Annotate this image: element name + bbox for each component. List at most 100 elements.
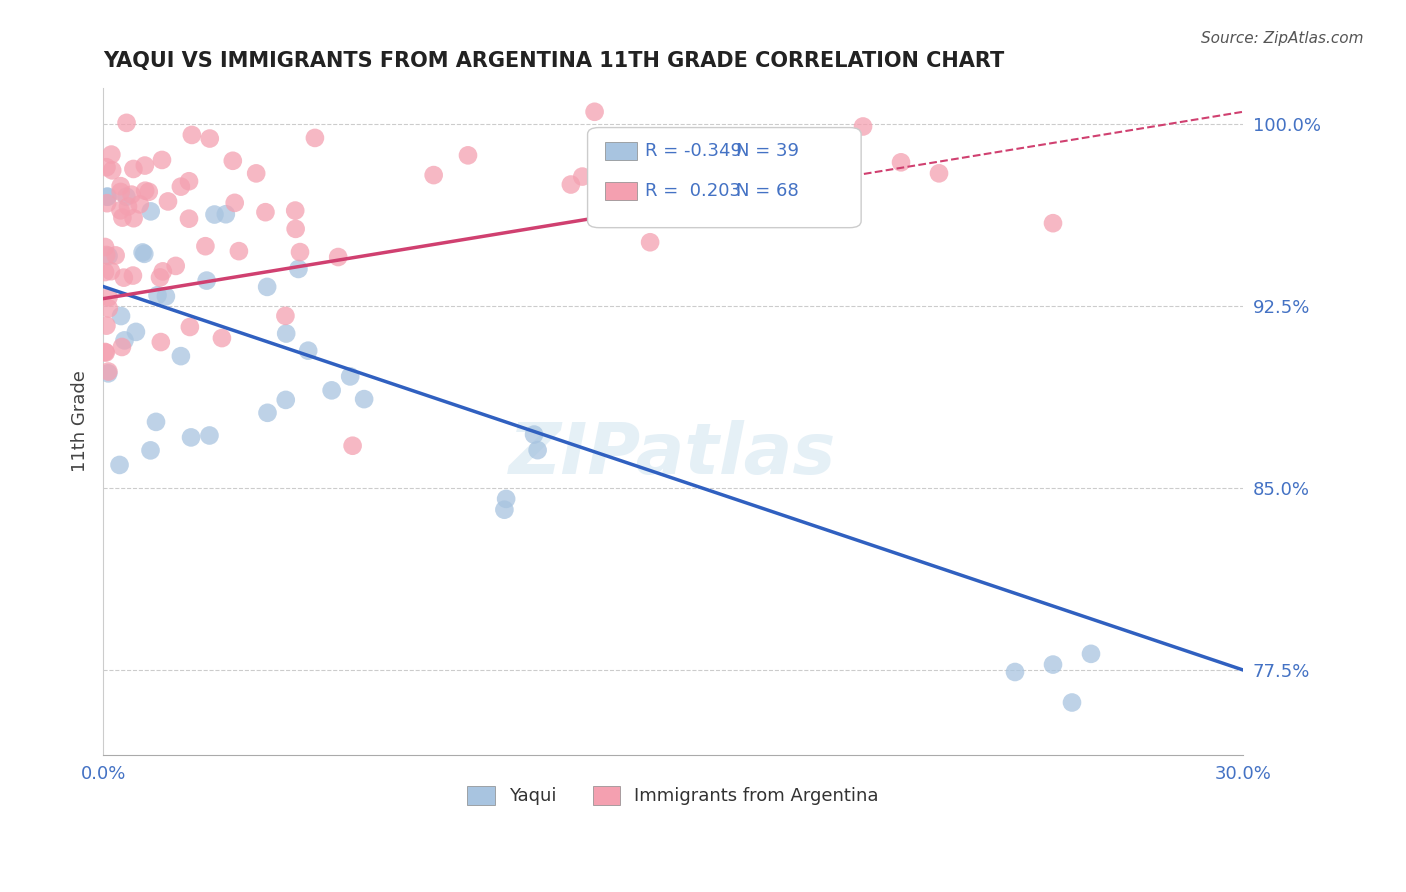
Point	[571, 169, 593, 184]
Point	[276, 326, 298, 341]
Point	[134, 159, 156, 173]
Point	[284, 222, 307, 236]
Y-axis label: 11th Grade: 11th Grade	[72, 370, 89, 472]
Point	[101, 163, 124, 178]
Point	[94, 240, 117, 254]
Point	[228, 244, 250, 259]
Point	[287, 262, 309, 277]
Point	[134, 184, 156, 198]
Point	[177, 174, 200, 188]
Point	[195, 274, 218, 288]
Point	[353, 392, 375, 406]
Point	[125, 325, 148, 339]
Point	[145, 415, 167, 429]
Point	[297, 343, 319, 358]
Point	[170, 179, 193, 194]
Point	[495, 491, 517, 506]
Text: ZIPatlas: ZIPatlas	[509, 420, 837, 489]
Point	[583, 104, 606, 119]
Point	[122, 268, 145, 283]
Point	[422, 168, 444, 182]
Point	[96, 196, 118, 211]
FancyBboxPatch shape	[605, 142, 637, 161]
Point	[122, 161, 145, 176]
Point	[274, 392, 297, 407]
Point	[304, 131, 326, 145]
Point	[328, 250, 350, 264]
Point	[146, 288, 169, 302]
Point	[494, 502, 516, 516]
Point	[149, 334, 172, 349]
Point	[110, 185, 132, 199]
Point	[96, 160, 118, 174]
Point	[245, 166, 267, 180]
Point	[288, 245, 311, 260]
Point	[928, 166, 950, 180]
Point	[128, 197, 150, 211]
Text: R = -0.349: R = -0.349	[644, 142, 741, 160]
Point	[94, 345, 117, 359]
Point	[155, 289, 177, 303]
Point	[110, 309, 132, 323]
Point	[96, 318, 118, 333]
Point	[211, 331, 233, 345]
Point	[1080, 647, 1102, 661]
Text: R =  0.203: R = 0.203	[644, 182, 741, 200]
Point	[115, 190, 138, 204]
Point	[139, 204, 162, 219]
Point	[111, 211, 134, 225]
Point	[560, 178, 582, 192]
Point	[1060, 696, 1083, 710]
Point	[1042, 216, 1064, 230]
Point	[523, 427, 546, 442]
Point	[97, 249, 120, 263]
Point	[121, 187, 143, 202]
Point	[110, 179, 132, 194]
Point	[179, 320, 201, 334]
Text: N = 39: N = 39	[735, 142, 799, 160]
Point	[177, 211, 200, 226]
Point	[115, 116, 138, 130]
Point	[94, 345, 117, 359]
Text: N = 68: N = 68	[735, 182, 799, 200]
Point	[180, 430, 202, 444]
Point	[112, 270, 135, 285]
Point	[852, 120, 875, 134]
FancyBboxPatch shape	[605, 182, 637, 201]
Point	[108, 458, 131, 472]
Point	[339, 369, 361, 384]
Point	[274, 309, 297, 323]
Point	[254, 205, 277, 219]
Point	[134, 247, 156, 261]
Point	[321, 384, 343, 398]
Point	[156, 194, 179, 209]
Point	[152, 264, 174, 278]
Text: Source: ZipAtlas.com: Source: ZipAtlas.com	[1201, 31, 1364, 46]
Point	[94, 248, 117, 262]
Point	[638, 235, 661, 250]
Point	[457, 148, 479, 162]
Point	[97, 190, 120, 204]
Point	[97, 290, 120, 304]
Point	[111, 340, 134, 354]
Point	[114, 334, 136, 348]
Point	[198, 428, 221, 442]
Point	[224, 195, 246, 210]
Point	[150, 153, 173, 167]
Point	[117, 199, 139, 213]
Point	[284, 203, 307, 218]
Point	[149, 270, 172, 285]
Point	[1042, 657, 1064, 672]
Point	[100, 264, 122, 278]
Point	[94, 265, 117, 279]
Point	[97, 301, 120, 316]
Point	[122, 211, 145, 226]
Point	[139, 443, 162, 458]
Point	[138, 185, 160, 199]
Point	[198, 131, 221, 145]
Point	[256, 406, 278, 420]
Point	[776, 170, 799, 185]
Point	[170, 349, 193, 363]
Point	[110, 203, 132, 218]
Text: YAQUI VS IMMIGRANTS FROM ARGENTINA 11TH GRADE CORRELATION CHART: YAQUI VS IMMIGRANTS FROM ARGENTINA 11TH …	[103, 51, 1004, 70]
